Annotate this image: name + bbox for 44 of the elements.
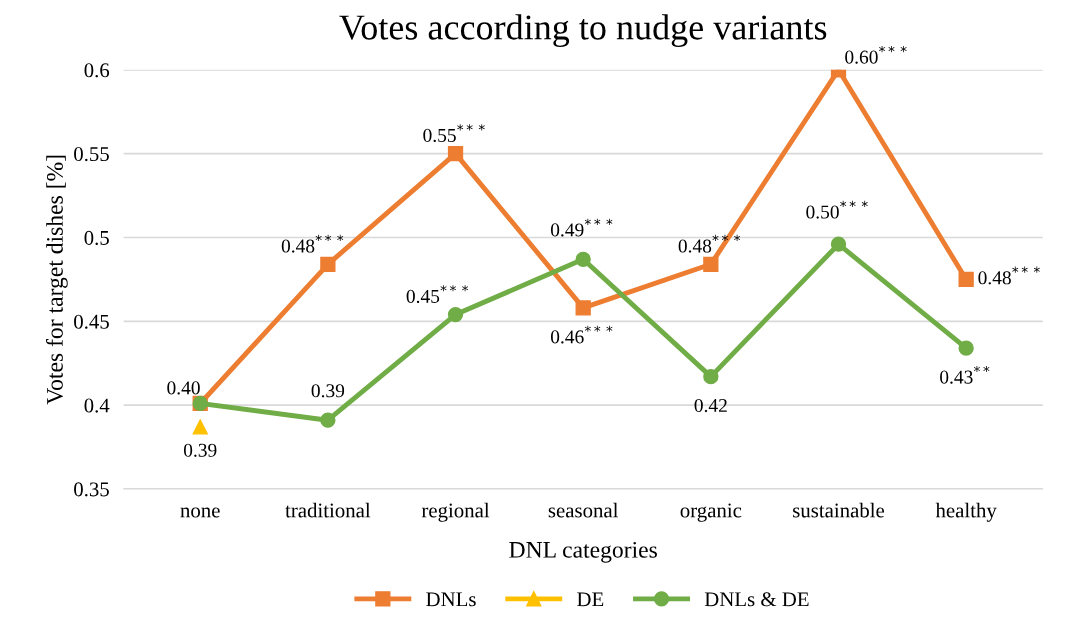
- data-label: 0.46$^{***}$: [550, 325, 613, 344]
- data-label: 0.39: [183, 443, 217, 457]
- chart-title: Votes according to nudge variants: [339, 14, 827, 48]
- y-tick-label: 0.55: [74, 147, 109, 162]
- x-tick-label: traditional: [285, 502, 371, 518]
- data-label: 0.43$^{**}$: [940, 365, 990, 384]
- point: [575, 300, 591, 316]
- legend-label: DE: [577, 592, 604, 607]
- x-tick-label: seasonal: [548, 502, 619, 518]
- x-tick-label: regional: [421, 502, 490, 522]
- x-tick-label: healthy: [935, 502, 997, 522]
- data-label: 0.45$^{***}$: [406, 285, 469, 303]
- legend-label: DNLs: [426, 592, 476, 607]
- point: [447, 306, 464, 323]
- point: [958, 340, 974, 356]
- x-tick-label: organic: [680, 503, 742, 522]
- data-label: 0.55$^{***}$: [423, 124, 485, 143]
- point: [958, 271, 974, 288]
- point: [320, 412, 336, 428]
- data-label: 0.48$^{***}$: [281, 234, 344, 253]
- data-label: 0.42: [694, 398, 727, 413]
- data-label: 0.39: [311, 384, 345, 398]
- point: [447, 146, 464, 162]
- y-tick-label: 0.6: [84, 63, 110, 78]
- point: [575, 251, 591, 267]
- x-tick-label: none: [180, 507, 220, 518]
- legend-label: DNLs & DE: [704, 592, 809, 607]
- y-tick-label: 0.45: [74, 314, 109, 329]
- point: [320, 256, 336, 272]
- data-label: 0.48$^{***}$: [978, 266, 1040, 285]
- y-axis-title: Votes for target dishes [%]: [46, 155, 68, 405]
- point: [703, 256, 719, 272]
- y-tick-label: 0.35: [74, 482, 109, 497]
- point: [703, 368, 719, 385]
- data-label: 0.49$^{***}$: [550, 218, 613, 237]
- data-label: 0.60$^{***}$: [845, 45, 907, 64]
- x-tick-label: sustainable: [793, 502, 885, 518]
- data-label: 0.50$^{***}$: [806, 200, 868, 219]
- y-tick-label: 0.5: [84, 230, 109, 246]
- point: [830, 236, 847, 252]
- point: [192, 419, 208, 435]
- y-tick-label: 0.4: [84, 398, 110, 413]
- data-label: 0.40: [167, 381, 200, 395]
- x-axis-title: DNL categories: [509, 541, 657, 563]
